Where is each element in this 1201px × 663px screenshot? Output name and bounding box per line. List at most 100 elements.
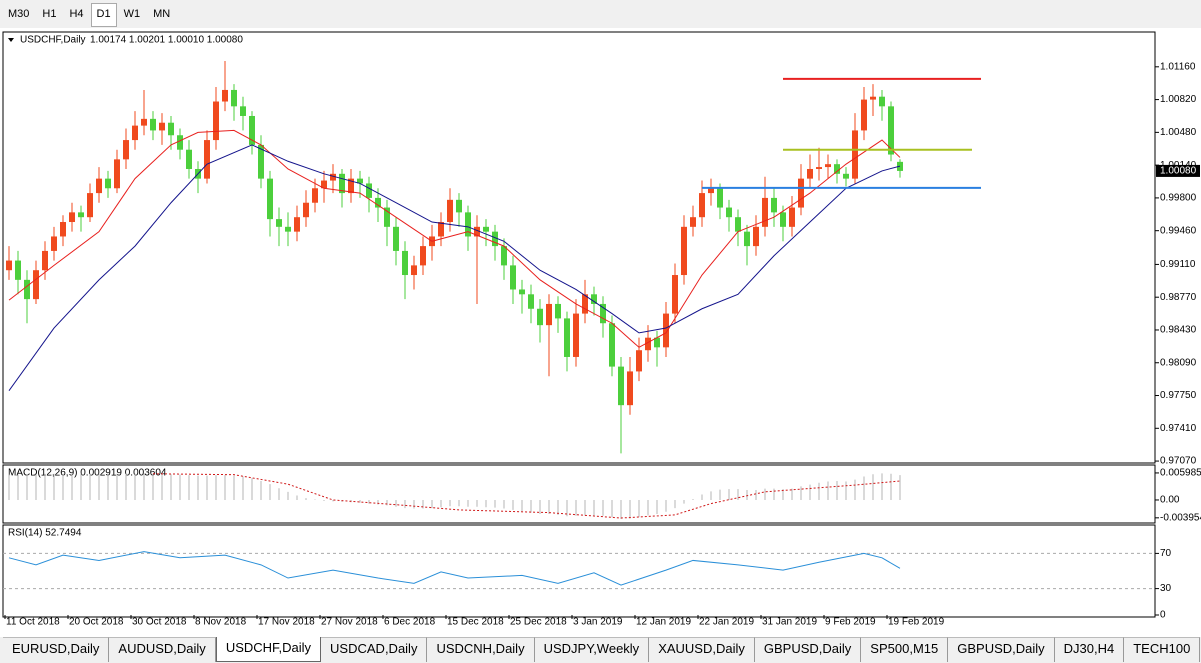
candle-body	[762, 197, 768, 227]
candle-body	[510, 265, 516, 290]
chart-tab[interactable]: DJ30,H4	[1054, 637, 1125, 662]
candle-body	[123, 140, 129, 160]
candle-body	[717, 188, 723, 208]
candle-body	[735, 217, 741, 232]
candle-body	[402, 250, 408, 276]
x-tick-label: 19 Feb 2019	[888, 617, 945, 628]
x-tick-label: 9 Feb 2019	[825, 617, 876, 628]
chart-tab[interactable]: GBPUSD,Daily	[754, 637, 862, 662]
candle-body	[330, 173, 336, 181]
x-tick-label: 8 Nov 2018	[195, 617, 247, 628]
candle-body	[618, 366, 624, 406]
candle-body	[456, 199, 462, 213]
chart-tab[interactable]: USDJPY,Weekly	[534, 637, 650, 662]
candle-body	[141, 118, 147, 126]
title-arrow	[8, 38, 14, 42]
chart-tab[interactable]: XAUUSD,Daily	[649, 637, 755, 662]
candle-body	[780, 212, 786, 227]
candle-body	[816, 167, 822, 169]
timeframe-button[interactable]: D1	[90, 3, 117, 27]
y-tick-label: 0.98090	[1160, 357, 1197, 368]
candle-body	[51, 236, 57, 251]
candle-body	[888, 106, 894, 155]
candle-body	[681, 226, 687, 276]
candle-body	[393, 226, 399, 251]
candle-body	[600, 303, 606, 324]
candle-body	[42, 250, 48, 271]
candle-body	[753, 226, 759, 247]
candle-body	[537, 308, 543, 326]
y-tick-label: 0.98770	[1160, 292, 1197, 303]
candle-body	[258, 144, 264, 179]
chart-background	[0, 28, 1201, 637]
x-tick-label: 3 Jan 2019	[573, 617, 623, 628]
candle-body	[654, 337, 660, 348]
y-tick-label: 0.00	[1160, 495, 1180, 506]
candle-body	[357, 178, 363, 184]
timeframe-button[interactable]: M30	[8, 8, 30, 20]
candle-body	[303, 202, 309, 218]
candle-body	[645, 337, 651, 351]
chart-tab[interactable]: USDCHF,Daily	[215, 637, 322, 662]
timeframe-button[interactable]: H4	[69, 8, 84, 20]
candle-body	[564, 318, 570, 357]
candle-body	[384, 207, 390, 227]
candle-body	[249, 115, 255, 145]
chart-tab[interactable]: USDCAD,Daily	[321, 637, 428, 662]
x-tick-label: 27 Nov 2018	[321, 617, 378, 628]
candle-body	[834, 164, 840, 174]
chart-tab[interactable]: SP500,M15	[861, 637, 949, 662]
candle-body	[411, 265, 417, 276]
candle-body	[852, 130, 858, 179]
candle-body	[168, 122, 174, 136]
candle-body	[96, 178, 102, 194]
candle-body	[690, 217, 696, 227]
candle-body	[726, 207, 732, 218]
candle-body	[492, 231, 498, 247]
y-tick-label: -0.003954	[1160, 512, 1201, 523]
y-tick-label: 70	[1160, 548, 1172, 559]
candle-body	[366, 183, 372, 198]
candle-body	[69, 212, 75, 223]
panel-frame	[2, 31, 1156, 464]
panel-title: USDCHF,Daily	[20, 35, 86, 46]
y-tick-label: 0.98430	[1160, 325, 1197, 336]
candle-body	[24, 279, 30, 300]
y-tick-label: 0.99460	[1160, 225, 1197, 236]
candle-body	[627, 371, 633, 406]
chart-tab[interactable]: GBPUSD,Daily	[948, 637, 1055, 662]
chart-tab[interactable]: EURUSD,Daily	[3, 637, 110, 662]
candle-body	[204, 140, 210, 179]
candle-body	[546, 303, 552, 326]
candle-body	[879, 96, 885, 107]
candle-body	[591, 294, 597, 304]
y-tick-label: 0.99800	[1160, 193, 1197, 204]
y-tick-label: 0.97070	[1160, 456, 1197, 467]
candle-body	[213, 101, 219, 141]
chart-tab[interactable]: TECH100	[1124, 637, 1201, 662]
candle-body	[573, 313, 579, 357]
candle-body	[807, 168, 813, 179]
candle-body	[240, 106, 246, 116]
x-tick-label: 30 Oct 2018	[132, 617, 187, 628]
panel-frame	[2, 524, 1156, 618]
chart-tab[interactable]: USDCNH,Daily	[427, 637, 535, 662]
candle-body	[294, 217, 300, 232]
candle-body	[87, 193, 93, 218]
candle-body	[339, 173, 345, 194]
chart-tab[interactable]: AUDUSD,Daily	[109, 637, 216, 662]
timeframe-button[interactable]: H1	[42, 8, 57, 20]
y-tick-label: 0.97410	[1160, 423, 1197, 434]
candle-body	[672, 275, 678, 314]
candle-body	[474, 226, 480, 237]
timeframe-button[interactable]: MN	[153, 8, 171, 20]
timeframe-button[interactable]: W1	[123, 8, 141, 20]
candle-body	[609, 323, 615, 367]
candle-body	[789, 207, 795, 227]
chart-window: USDCHF,Daily 1.00174 1.00201 1.00010 1.00…	[0, 28, 1201, 637]
candle-body	[636, 350, 642, 372]
x-tick-label: 25 Dec 2018	[510, 617, 567, 628]
x-tick-label: 11 Oct 2018	[6, 617, 60, 628]
candle-body	[33, 270, 39, 300]
